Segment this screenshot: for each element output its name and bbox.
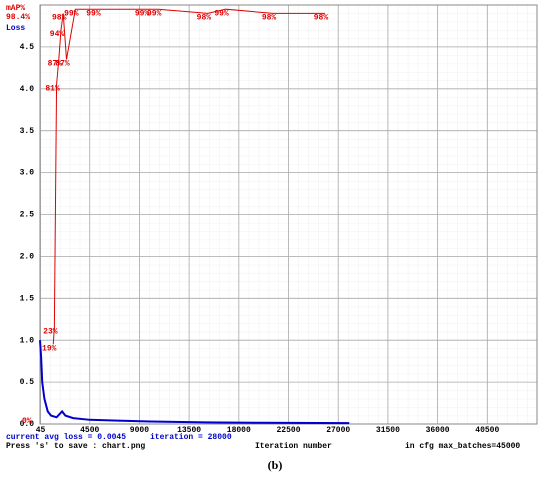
y-tick-label: 0.0 (20, 420, 35, 429)
y-tick-label: 1.5 (20, 294, 35, 303)
y-tick-label: 2.0 (20, 253, 35, 262)
x-tick-label: 13500 (177, 426, 201, 435)
plot-frame (39, 4, 538, 425)
y-tick-label: 1.0 (20, 336, 35, 345)
x-axis-label: Iteration number (255, 442, 332, 451)
y-tick-label: 0.5 (20, 378, 35, 387)
value-label: 98% (314, 13, 329, 22)
x-tick-label: 22500 (276, 426, 300, 435)
value-label: 87% (48, 60, 63, 69)
save-hint: Press 's' to save : chart.png (6, 442, 145, 451)
value-label: 94% (50, 30, 65, 39)
value-label: 81% (45, 85, 60, 94)
series-line (39, 340, 350, 425)
value-label: 98% (52, 13, 67, 22)
value-label: 99% (135, 9, 150, 18)
y-tick-label: 3.5 (20, 127, 35, 136)
x-tick-label: 9000 (130, 426, 149, 435)
caption: (b) (268, 458, 283, 472)
x-tick-label: 40500 (475, 426, 499, 435)
y2-tick-label: 0% (22, 417, 32, 426)
y2-axis-label: mAP% (6, 4, 25, 13)
x-tick-label: 27000 (326, 426, 350, 435)
value-label: 98% (197, 13, 212, 22)
x-tick-label: 45 (36, 426, 46, 435)
y-tick-label: 3.0 (20, 169, 35, 178)
x-tick-label: 31500 (376, 426, 400, 435)
status-loss: current avg loss = 0.0045 (6, 433, 126, 442)
value-label: 99% (214, 9, 229, 18)
y-tick-label: 4.0 (20, 85, 35, 94)
y-axis-label: Loss (6, 24, 25, 33)
status-iteration: iteration = 28000 (150, 433, 232, 442)
series-line (52, 8, 325, 345)
y-tick-label: 4.5 (20, 43, 35, 52)
x-tick-label: 36000 (426, 426, 450, 435)
value-label: 99% (64, 9, 79, 18)
max-batches: in cfg max_batches=45000 (405, 442, 520, 451)
value-label: 98% (262, 13, 277, 22)
value-label: 87% (55, 60, 70, 69)
value-label: 19% (42, 344, 57, 353)
value-label: 23% (43, 328, 58, 337)
x-tick-label: 4500 (80, 426, 99, 435)
x-tick-label: 18000 (227, 426, 251, 435)
value-label: 99% (147, 9, 162, 18)
value-label: 99% (86, 9, 101, 18)
current-map: 98.4% (6, 13, 30, 22)
y-tick-label: 2.5 (20, 211, 35, 220)
